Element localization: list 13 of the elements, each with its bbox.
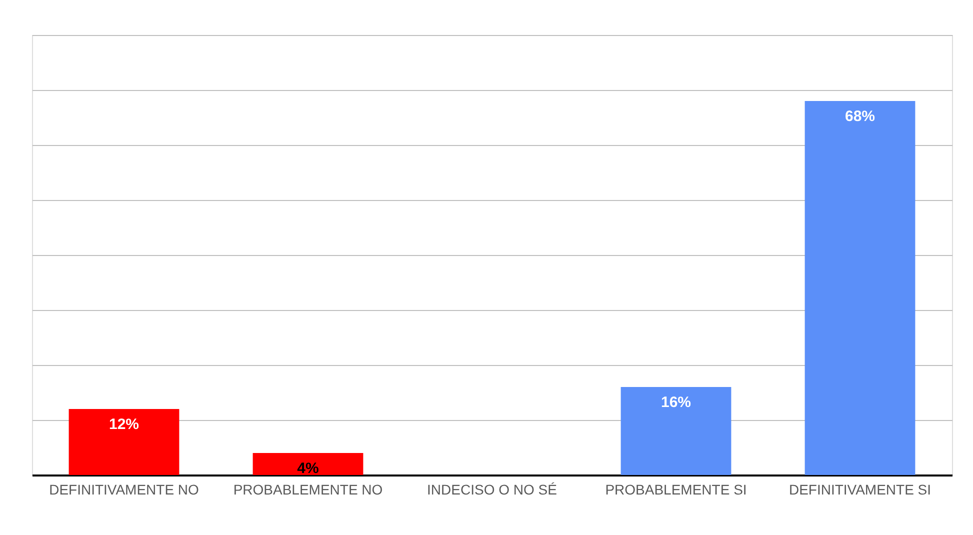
x-tick-label: PROBABLEMENTE SI	[605, 482, 747, 498]
data-label: 4%	[297, 460, 319, 477]
bar	[804, 101, 916, 475]
x-tick-label: PROBABLEMENTE NO	[233, 482, 383, 498]
bar	[68, 409, 180, 475]
data-label: 16%	[660, 394, 692, 411]
x-tick-label: INDECISO O NO SÉ	[427, 482, 557, 498]
bar	[252, 453, 364, 475]
data-label: 68%	[844, 108, 876, 125]
x-tick-label: DEFINITIVAMENTE SI	[788, 482, 932, 498]
x-tick-label: DEFINITIVAMENTE NO	[49, 482, 200, 498]
bar	[620, 387, 732, 475]
data-label: 12%	[108, 416, 140, 433]
